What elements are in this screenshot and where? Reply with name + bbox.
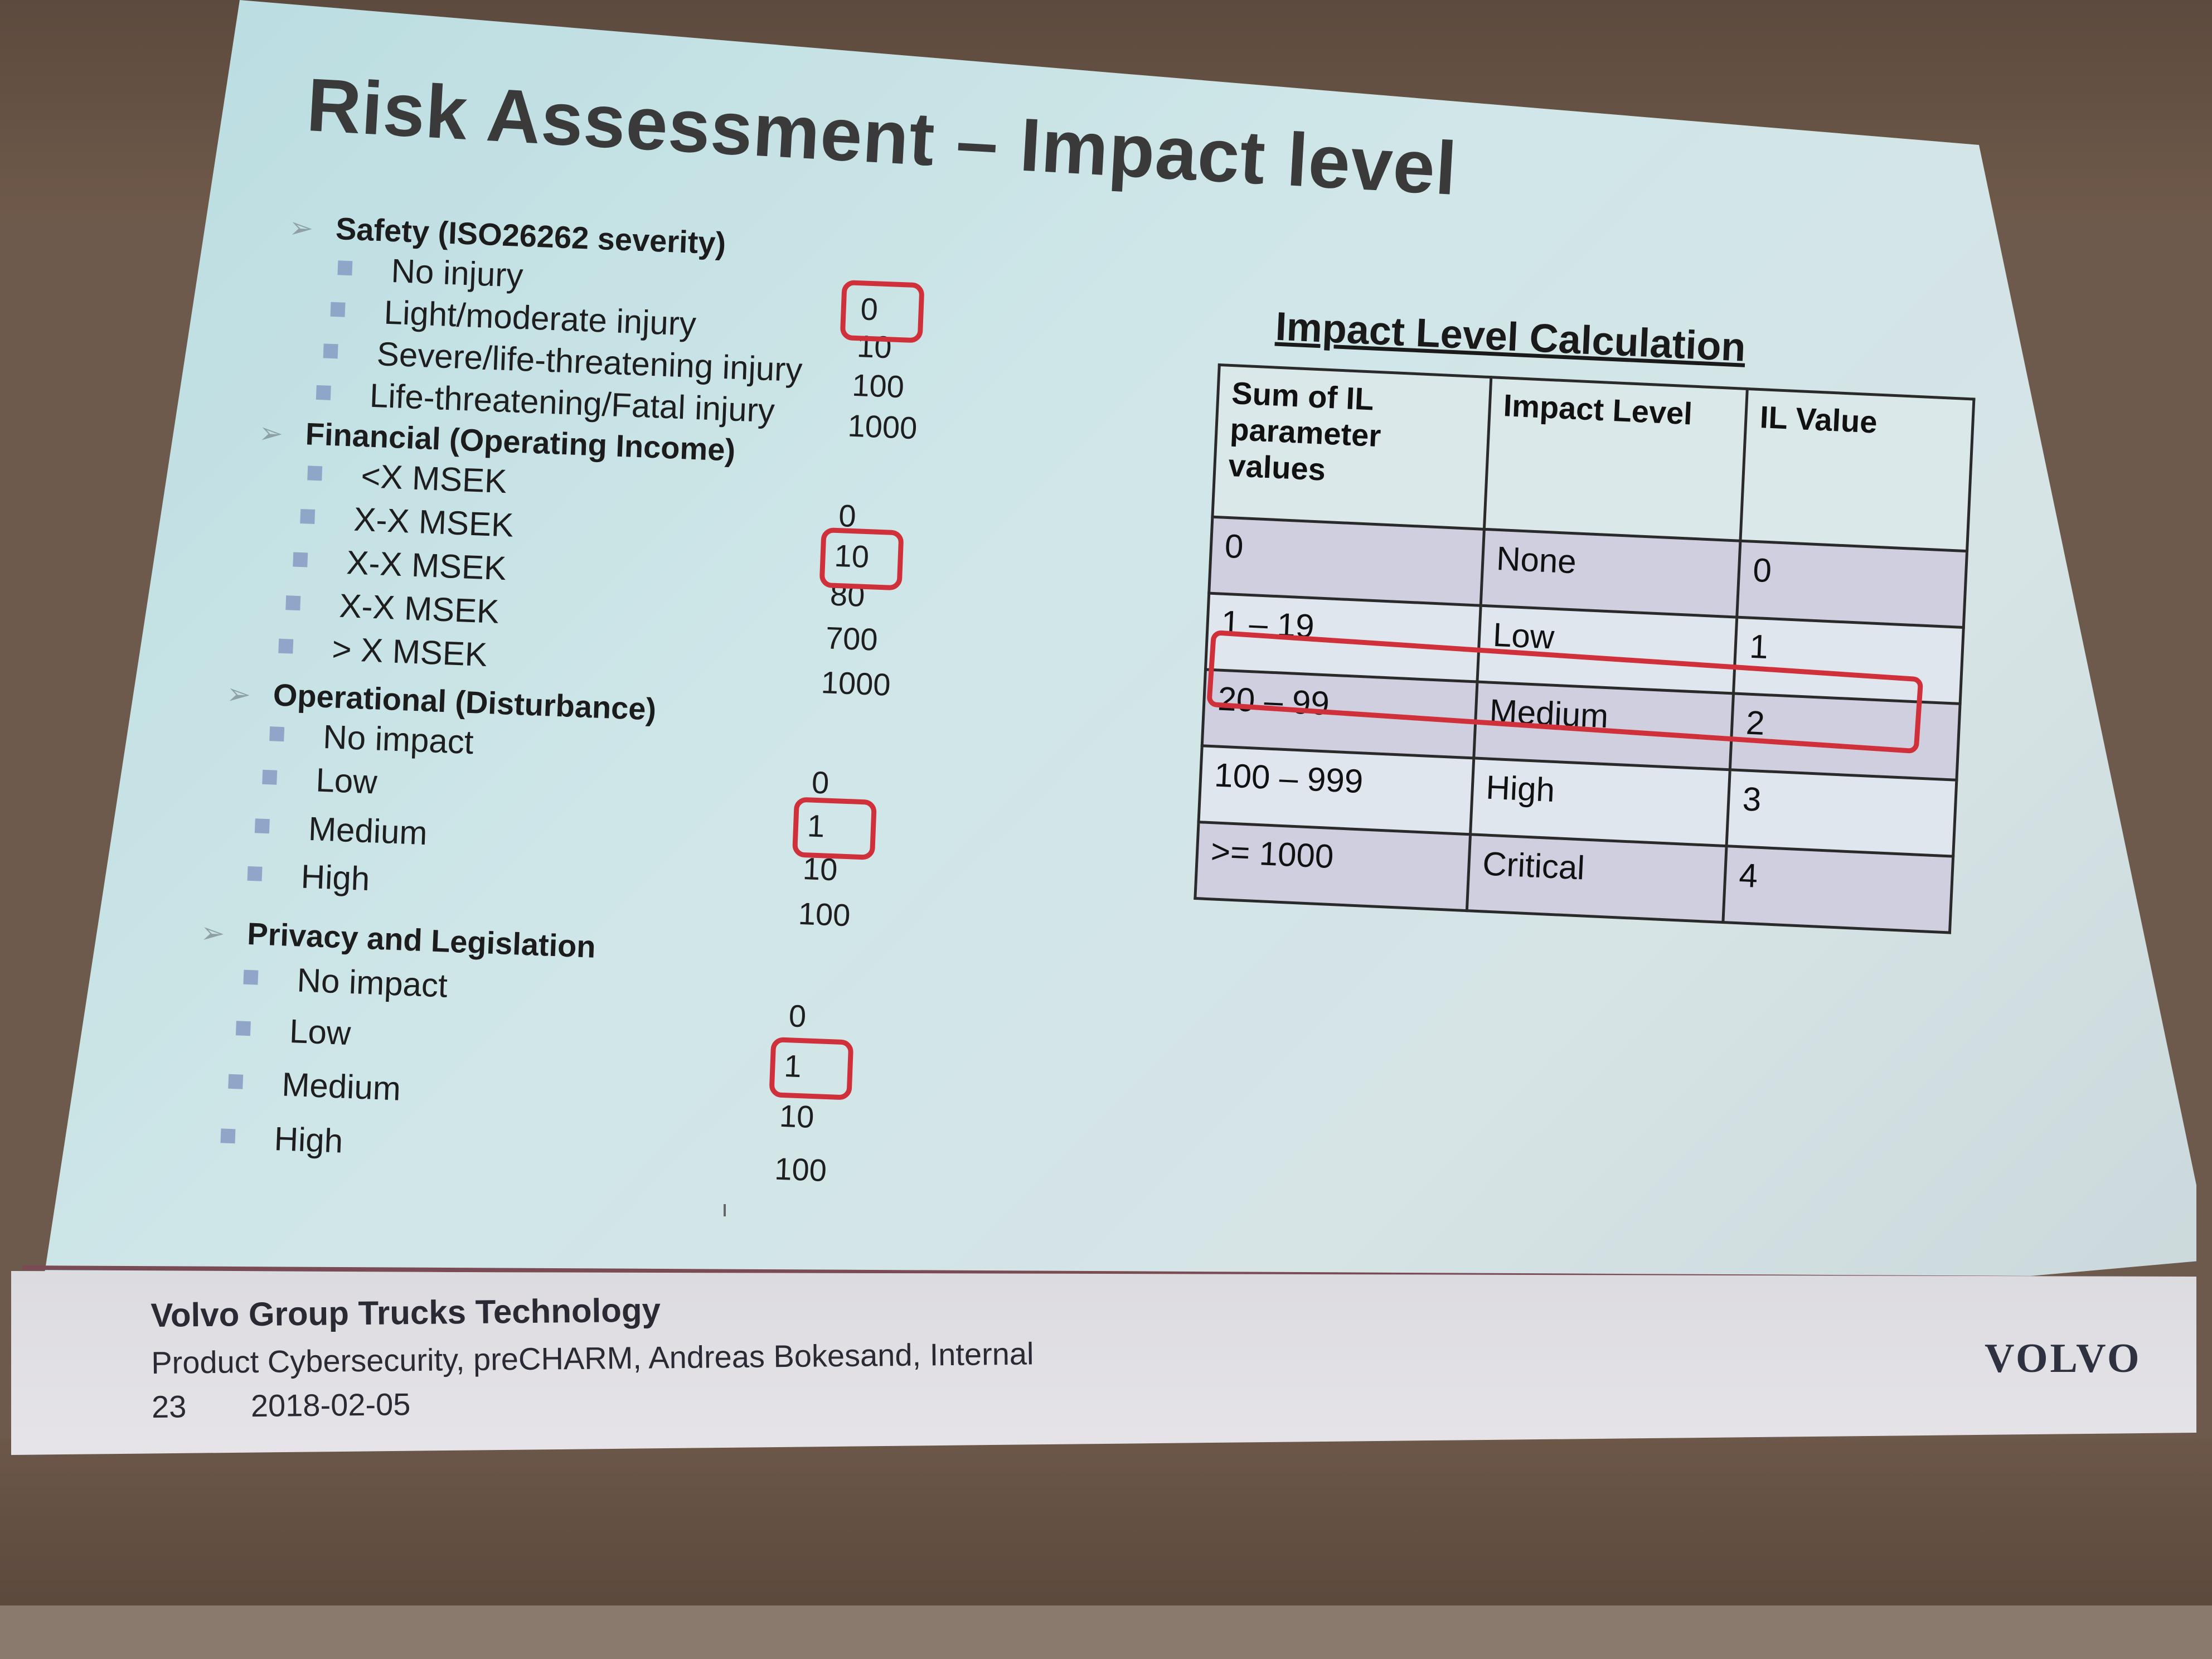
square-bullet-icon [330,302,346,317]
footer-date: 2018-02-05 [250,1386,411,1424]
list-item: X-X MSEK [299,498,514,545]
square-bullet-icon [262,769,278,785]
value: 0 [788,998,807,1034]
table-cell: 4 [1723,846,1953,933]
footer-band [11,1271,2196,1455]
square-bullet-icon [220,1128,236,1144]
list-item: No injury [337,249,524,295]
page-number: 23 [151,1389,187,1424]
room-floor-strip [0,1605,2212,1659]
list-item: No impact [243,959,448,1005]
square-bullet-icon [278,638,294,654]
footer-subtitle: Product Cybersecurity, preCHARM, Andreas… [151,1336,1034,1380]
square-bullet-icon [293,552,308,567]
list-item: No impact [269,715,474,761]
square-bullet-icon [235,1021,251,1036]
table-cell: >= 1000 [1195,822,1471,911]
table-header-cell: Impact Level [1484,377,1748,541]
table-container: Sum of IL parameter values Impact Level … [1194,363,1997,935]
table-header-cell: IL Value [1740,389,1974,551]
table-header-cell: Sum of IL parameter values [1212,365,1491,530]
list-item: High [220,1117,344,1160]
arrow-bullet-icon: ➢ [258,417,284,450]
volvo-logo: VOLVO [1985,1336,2142,1381]
footer: Volvo Group Trucks Technology Product Cy… [151,1287,1035,1425]
list-item: X-X MSEK [285,584,499,631]
value: 1000 [820,664,891,702]
list-item: X-X MSEK [292,541,507,588]
square-bullet-icon [285,595,301,611]
impact-level-table-wrap: Impact Level Calculation Sum of IL param… [1194,301,2000,935]
value: 100 [797,895,851,933]
arrow-bullet-icon: ➢ [200,916,226,950]
value: 100 [851,367,905,405]
square-bullet-icon [228,1074,244,1089]
table-cell: 0 [1737,541,1967,628]
table-cell: High [1470,758,1730,846]
impact-categories: ➢ Safety (ISO26262 severity) No injury Li… [196,206,1014,1239]
highlight-box [819,527,904,591]
arrow-bullet-icon: ➢ [226,678,252,711]
highlight-box [792,797,877,860]
list-item: Low [261,759,378,802]
square-bullet-icon [254,818,270,834]
value: 10 [778,1098,815,1135]
table-cell: 100 – 999 [1199,745,1474,835]
square-bullet-icon [337,260,353,276]
list-item: > X MSEK [278,628,488,674]
square-bullet-icon [307,465,323,481]
square-bullet-icon [247,866,263,881]
square-bullet-icon [269,726,285,742]
value: 0 [811,764,830,801]
category-privacy: ➢ Privacy and Legislation [200,915,596,964]
slide-speck [724,1204,726,1216]
square-bullet-icon [243,969,259,985]
list-item: Medium [227,1063,401,1108]
table-cell: 0 [1209,517,1485,606]
square-bullet-icon [316,385,331,401]
value: 100 [774,1151,828,1189]
list-item: High [247,855,371,898]
highlight-box [840,279,925,343]
square-bullet-icon [300,509,316,525]
arrow-bullet-icon: ➢ [288,211,314,245]
table-cell: Critical [1467,834,1727,923]
square-bullet-icon [323,343,338,359]
table-cell: 3 [1726,769,1957,857]
list-item: <X MSEK [307,454,507,501]
table-cell: None [1480,529,1741,618]
value: 700 [824,620,879,657]
value: 1000 [847,408,918,446]
list-item: Low [235,1010,352,1052]
highlight-box [769,1037,854,1100]
list-item: Medium [254,807,428,852]
